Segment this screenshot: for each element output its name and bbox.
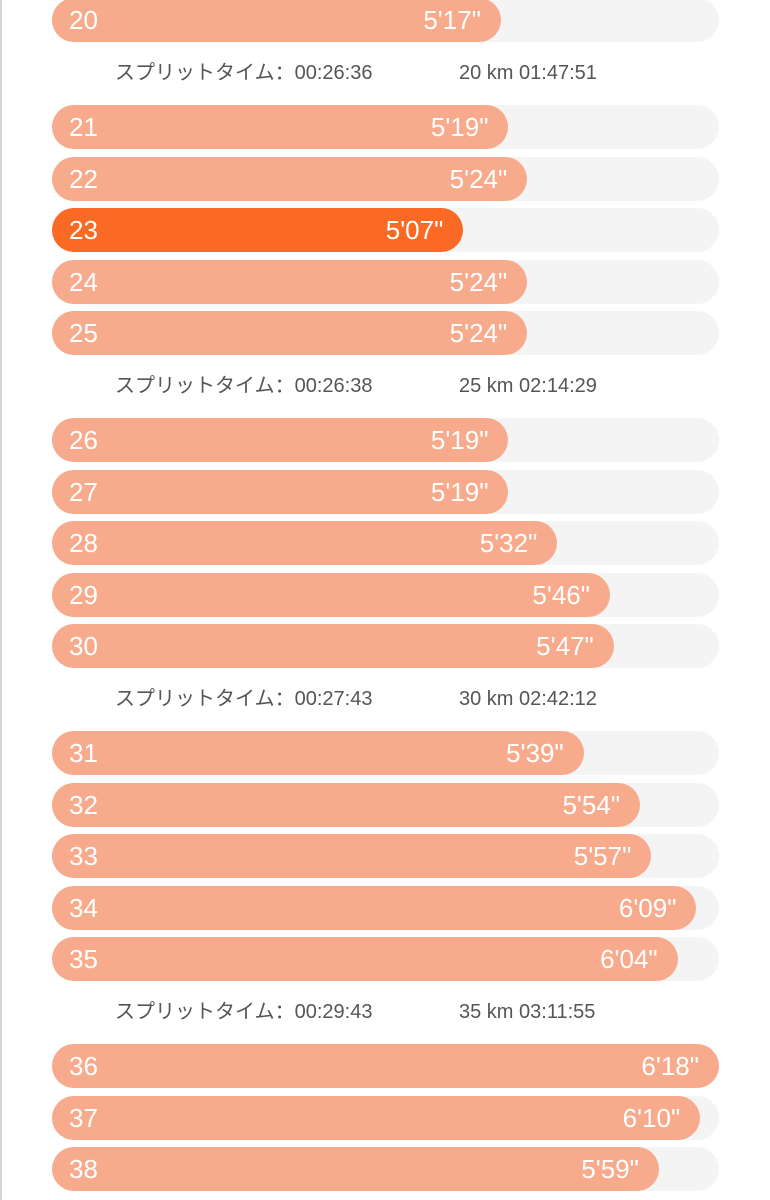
lap-km-number: 36 [69,1051,98,1081]
lap-pace-bar [52,469,509,514]
lap-row[interactable]: 36 6'18" [52,1044,719,1088]
lap-km-number: 21 [69,112,98,142]
lap-row[interactable]: 26 5'19" [52,418,719,462]
lap-pace-value: 5'32" [479,528,538,558]
lap-km-number: 23 [69,215,98,245]
lap-km-number: 33 [69,841,98,871]
lap-pace-value: 5'24" [449,266,508,297]
lap-pace-bar [52,521,558,565]
lap-pace-bar [52,259,528,304]
lap-pace-bar [52,572,610,617]
lap-pace-value: 5'24" [449,163,508,194]
lap-pace-value: 5'46" [532,579,590,610]
lap-pace-bar [52,834,652,878]
lap-row[interactable]: 35 6'04" [52,937,719,981]
lap-km-number: 38 [69,1154,98,1184]
lap-pace-value: 5'19" [430,112,489,142]
lap-row[interactable]: 29 5'46" [52,572,719,617]
lap-km-number: 25 [69,318,98,348]
lap-pace-bar [52,1095,701,1140]
split-time-label: スプリットタイム：00:26:36 [115,62,373,84]
split-time-label: スプリットタイム：00:26:38 [115,375,373,397]
split-cumulative-total: 25 km 02:14:29 [459,375,597,397]
lap-pace-value: 5'39" [506,738,564,768]
lap-km-number: 37 [69,1102,98,1133]
lap-row[interactable]: 25 5'24" [52,311,719,355]
lap-pace-bar [52,782,641,827]
lap-km-number: 28 [69,528,98,558]
lap-km-number: 22 [69,163,98,194]
lap-row[interactable]: 22 5'24" [52,156,719,201]
lap-pace-value: 5'57" [573,841,632,871]
lap-pace-bar [52,208,464,252]
lap-row[interactable]: 21 5'19" [52,105,719,149]
lap-pace-bar [52,937,678,981]
split-cumulative-total: 20 km 01:47:51 [459,62,597,84]
lap-pace-bar [52,105,509,149]
lap-pace-bar [52,156,528,201]
lap-pace-bar [52,731,584,775]
lap-pace-value: 5'19" [430,425,489,455]
left-edge-divider [0,0,2,1200]
lap-km-number: 27 [69,476,98,507]
split-time-label: スプリットタイム：00:29:43 [115,1001,373,1023]
split-cumulative-total: 35 km 03:11:55 [459,1001,596,1023]
lap-row[interactable]: 30 5'47" [52,624,719,668]
lap-pace-value: 5'19" [430,476,489,507]
lap-km-number: 20 [69,5,98,35]
lap-km-number: 26 [69,425,98,455]
lap-pace-value: 6'18" [641,1051,699,1081]
lap-row[interactable]: 27 5'19" [52,469,719,514]
lap-row[interactable]: 34 6'09" [52,885,719,930]
lap-km-number: 34 [69,892,98,923]
lap-pace-value: 5'07" [385,215,444,245]
lap-row[interactable]: 38 5'59" [52,1147,719,1191]
split-summary: スプリットタイム：00:26:36 20 km 01:47:51 [0,58,770,88]
lap-row[interactable]: 28 5'32" [52,521,719,565]
lap-row[interactable]: 20 5'17" [52,0,719,42]
split-cumulative-total: 30 km 02:42:12 [459,688,597,710]
lap-km-number: 35 [69,944,98,974]
lap-km-number: 29 [69,579,98,610]
lap-pace-value: 5'47" [536,631,594,661]
lap-pace-value: 6'04" [600,944,658,974]
lap-pace-bar [52,624,614,668]
split-summary: スプリットタイム：00:29:43 35 km 03:11:55 [0,997,770,1027]
lap-pace-value: 6'10" [622,1102,681,1133]
lap-row[interactable]: 37 6'10" [52,1095,719,1140]
lap-row[interactable]: 32 5'54" [52,782,719,827]
lap-pace-bar [52,311,528,355]
lap-pace-bar [52,418,509,462]
lap-row-fastest[interactable]: 23 5'07" [52,208,719,252]
lap-pace-value: 5'24" [449,318,508,348]
lap-km-number: 32 [69,789,98,820]
split-summary: スプリットタイム：00:26:38 25 km 02:14:29 [0,371,770,401]
lap-row[interactable]: 33 5'57" [52,834,719,878]
lap-pace-value: 5'17" [423,5,481,35]
lap-pace-value: 6'09" [618,892,677,923]
lap-pace-bar [52,1044,719,1088]
lap-pace-value: 5'59" [581,1154,639,1184]
lap-km-number: 30 [69,631,98,661]
lap-pace-bar [52,0,501,42]
split-time-label: スプリットタイム：00:27:43 [115,688,373,710]
lap-row[interactable]: 24 5'24" [52,259,719,304]
lap-km-number: 24 [69,266,98,297]
split-summary: スプリットタイム：00:27:43 30 km 02:42:12 [0,684,770,714]
lap-km-number: 31 [69,738,98,768]
lap-pace-value: 5'54" [562,789,621,820]
lap-row[interactable]: 31 5'39" [52,731,719,775]
lap-pace-bar [52,885,697,930]
lap-pace-bar [52,1147,659,1191]
